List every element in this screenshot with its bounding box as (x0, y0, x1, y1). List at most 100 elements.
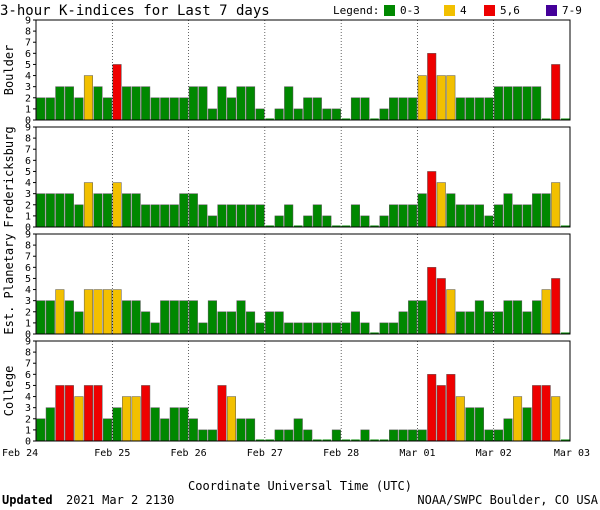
bar (236, 204, 246, 228)
updated-value: 2021 Mar 2 2130 (66, 493, 174, 507)
panel-label: Est. Planetary (2, 233, 16, 334)
bar (255, 439, 265, 441)
bar (551, 396, 561, 442)
y-tick-label: 6 (25, 49, 31, 60)
bar (303, 215, 313, 228)
y-tick-label: 3 (25, 82, 31, 93)
bar (55, 289, 65, 335)
bar (36, 193, 46, 228)
bar (370, 332, 379, 334)
bar (122, 396, 132, 442)
bar (522, 86, 532, 121)
y-tick-label: 0 (25, 330, 31, 341)
bar (179, 97, 189, 121)
bar (303, 322, 313, 335)
bar (217, 204, 227, 228)
bar (532, 193, 542, 228)
bar (246, 86, 256, 121)
bar (408, 97, 418, 121)
bar (541, 118, 551, 120)
bar (64, 86, 74, 121)
bar (36, 97, 46, 121)
bar (64, 193, 74, 228)
bar (141, 311, 151, 335)
bar (446, 374, 456, 442)
bar (274, 311, 284, 335)
legend-item-1: 4 (460, 4, 467, 17)
y-tick-label: 0 (25, 116, 31, 127)
bar (474, 204, 484, 228)
bar (312, 204, 322, 228)
y-tick-label: 7 (25, 145, 31, 156)
bar (169, 407, 179, 442)
bar (312, 97, 322, 121)
bar (484, 429, 494, 442)
bar (217, 311, 227, 335)
y-tick-label: 0 (25, 223, 31, 234)
bar (427, 267, 437, 335)
bar (389, 97, 399, 121)
bar (417, 75, 427, 121)
y-tick-label: 6 (25, 156, 31, 167)
bar (389, 322, 399, 335)
bar (351, 439, 360, 441)
y-tick-label: 5 (25, 167, 31, 178)
y-tick-label: 9 (25, 123, 31, 134)
bar (312, 322, 322, 335)
bar (236, 418, 246, 442)
panel-frame (35, 19, 571, 121)
y-tick-label: 1 (25, 211, 31, 222)
bar (141, 385, 151, 442)
bar (169, 300, 179, 335)
bar (274, 215, 284, 228)
bar (522, 407, 532, 442)
bar (465, 311, 475, 335)
bar (417, 429, 427, 442)
bar (131, 86, 141, 121)
bar (551, 278, 561, 335)
bar (150, 407, 160, 442)
bar (465, 407, 475, 442)
bar (284, 429, 294, 442)
x-tick-label: Mar 01 (399, 448, 435, 459)
bar (532, 385, 542, 442)
legend-swatch-0 (384, 5, 395, 16)
bar (217, 86, 227, 121)
y-tick-label: 4 (25, 392, 31, 403)
bar (112, 289, 122, 335)
bar (207, 215, 217, 228)
bar (293, 225, 303, 227)
bar (322, 108, 332, 121)
bar (493, 86, 503, 121)
bar (465, 204, 475, 228)
bar (474, 407, 484, 442)
bar (350, 204, 360, 228)
bar (83, 385, 93, 442)
bar (513, 396, 523, 442)
bar (370, 439, 379, 441)
legend-label: Legend: (333, 4, 379, 17)
bar (427, 53, 437, 121)
bar (551, 182, 561, 228)
bar (408, 204, 418, 228)
bar (513, 86, 523, 121)
bar (122, 86, 132, 121)
bar (532, 86, 542, 121)
y-tick-label: 3 (25, 189, 31, 200)
bar (169, 97, 179, 121)
bar (436, 385, 446, 442)
y-tick-label: 7 (25, 359, 31, 370)
bar (493, 204, 503, 228)
panel-label: College (2, 366, 16, 417)
bar (246, 418, 256, 442)
bar (112, 182, 122, 228)
y-tick-label: 1 (25, 425, 31, 436)
bar (198, 204, 208, 228)
bar (522, 311, 532, 335)
bar (503, 193, 513, 228)
bar (360, 97, 370, 121)
bar (93, 289, 103, 335)
bar (379, 215, 389, 228)
y-tick-label: 3 (25, 296, 31, 307)
